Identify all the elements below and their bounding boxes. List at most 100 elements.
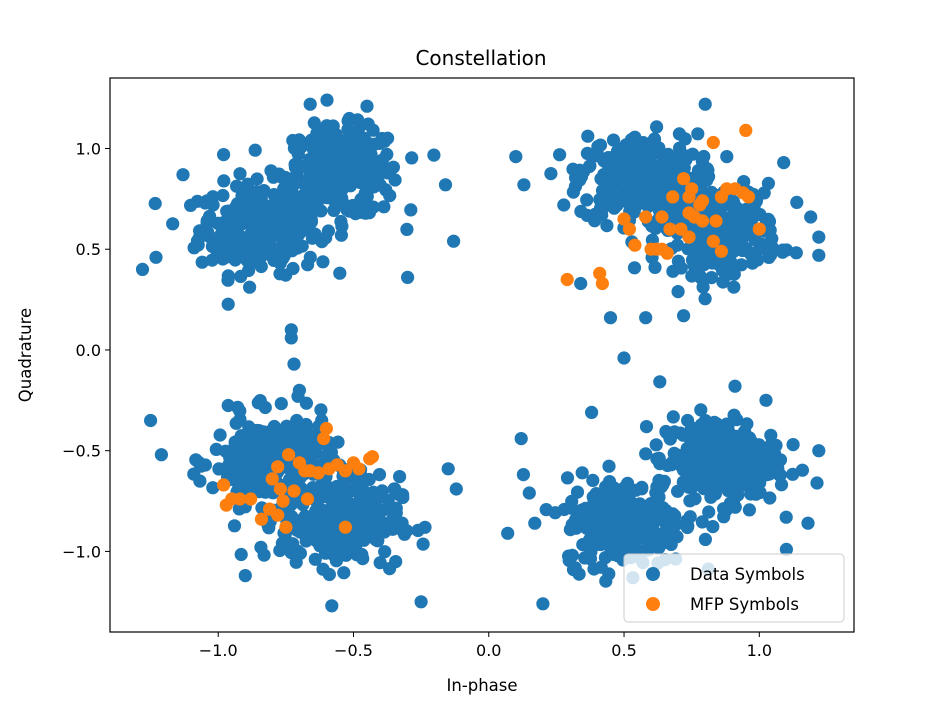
data-symbol-point [660,458,675,473]
data-symbol-point [673,141,687,155]
mfp-symbol-point [273,482,287,496]
data-symbol-point [801,516,815,530]
data-symbol-point [351,113,365,127]
data-symbol-point [536,597,550,611]
mfp-symbol-point [666,190,680,204]
data-symbol-point [702,505,716,519]
data-symbol-point [573,173,587,187]
data-symbol-point [373,556,387,570]
data-symbol-point [227,519,242,533]
mfp-symbol-point [682,190,696,204]
data-symbol-point [221,398,235,413]
data-symbol-point [514,432,528,446]
data-symbol-point [639,311,653,325]
data-symbol-point [329,127,343,141]
mfp-symbol-point [593,266,607,280]
data-symbol-point [221,297,235,311]
data-symbol-point [257,548,271,562]
data-symbol-point [305,231,319,245]
mfp-symbol-point [271,508,285,522]
data-symbol-point [599,574,613,588]
data-symbol-point [779,510,793,524]
data-symbol-point [728,500,742,514]
data-symbol-point [235,456,249,470]
data-symbol-point [283,211,298,226]
data-symbol-point [776,245,790,259]
data-symbol-point [702,452,716,466]
data-symbol-point [670,238,685,252]
x-tick-label: 0.5 [611,641,636,660]
data-symbol-point [602,459,616,473]
data-symbol-point [680,520,695,535]
data-symbol-point [350,502,364,516]
points-layer [135,93,826,613]
data-symbol-point [675,459,689,473]
data-symbol-point [648,260,662,274]
data-symbol-point [664,537,678,552]
data-symbol-point [206,481,220,495]
data-symbol-point [786,438,800,452]
data-symbol-point [307,116,321,130]
data-symbol-point [632,179,647,193]
data-symbol-point [651,513,665,527]
data-symbol-point [548,506,562,520]
data-symbol-point [288,521,303,535]
mfp-symbol-point [677,172,691,186]
data-symbol-point [753,485,767,500]
data-symbol-point [230,197,245,211]
data-symbol-point [264,164,278,178]
data-symbol-point [322,567,336,582]
data-symbol-point [759,393,773,407]
data-symbol-point [743,440,757,454]
data-symbol-point [356,489,370,503]
y-tick-label: 0.5 [76,240,101,259]
data-symbol-point [356,552,370,566]
data-symbol-point [720,447,735,461]
data-symbol-point [362,472,376,487]
data-symbol-point [652,490,666,504]
data-symbol-point [721,484,735,498]
data-symbol-point [404,203,418,217]
data-symbol-point [677,309,691,323]
data-symbol-point [243,280,257,294]
mfp-symbol-point [714,244,729,258]
data-symbol-point [323,536,337,550]
data-symbol-point [333,266,347,280]
data-symbol-point [135,262,150,276]
data-symbol-point [610,529,624,543]
data-symbol-point [298,203,312,217]
data-symbol-point [229,227,244,242]
data-symbol-point [373,178,387,192]
x-axis-label: In-phase [446,676,517,695]
data-symbol-point [812,248,826,262]
y-tick-label: 0.0 [76,341,101,360]
data-symbol-point [393,470,407,484]
data-symbol-point [200,214,214,228]
data-symbol-point [267,419,281,434]
data-symbol-point [354,192,368,206]
data-symbol-point [683,427,698,441]
mfp-symbol-point [282,448,296,462]
data-symbol-point [574,504,588,518]
data-symbol-point [625,532,640,546]
data-symbol-point [233,481,247,495]
data-symbol-point [154,448,168,462]
data-symbol-point [221,273,235,287]
data-symbol-point [320,508,334,522]
data-symbol-point [812,444,826,458]
data-symbol-point [795,463,810,477]
data-symbol-point [691,164,706,178]
mfp-symbol-point [739,123,753,137]
data-symbol-point [383,562,397,576]
data-symbol-point [724,256,739,270]
legend: Data Symbols MFP Symbols [623,553,845,623]
legend-label-mfp-symbols: MFP Symbols [690,595,799,614]
data-symbol-point [234,547,248,562]
data-symbol-point [336,158,350,172]
mfp-symbol-point [303,464,317,478]
data-symbol-point [752,472,766,486]
data-symbol-point [372,468,387,482]
y-axis-label: Quadrature [16,308,35,402]
data-symbol-point [671,285,685,299]
data-symbol-point [405,151,419,165]
